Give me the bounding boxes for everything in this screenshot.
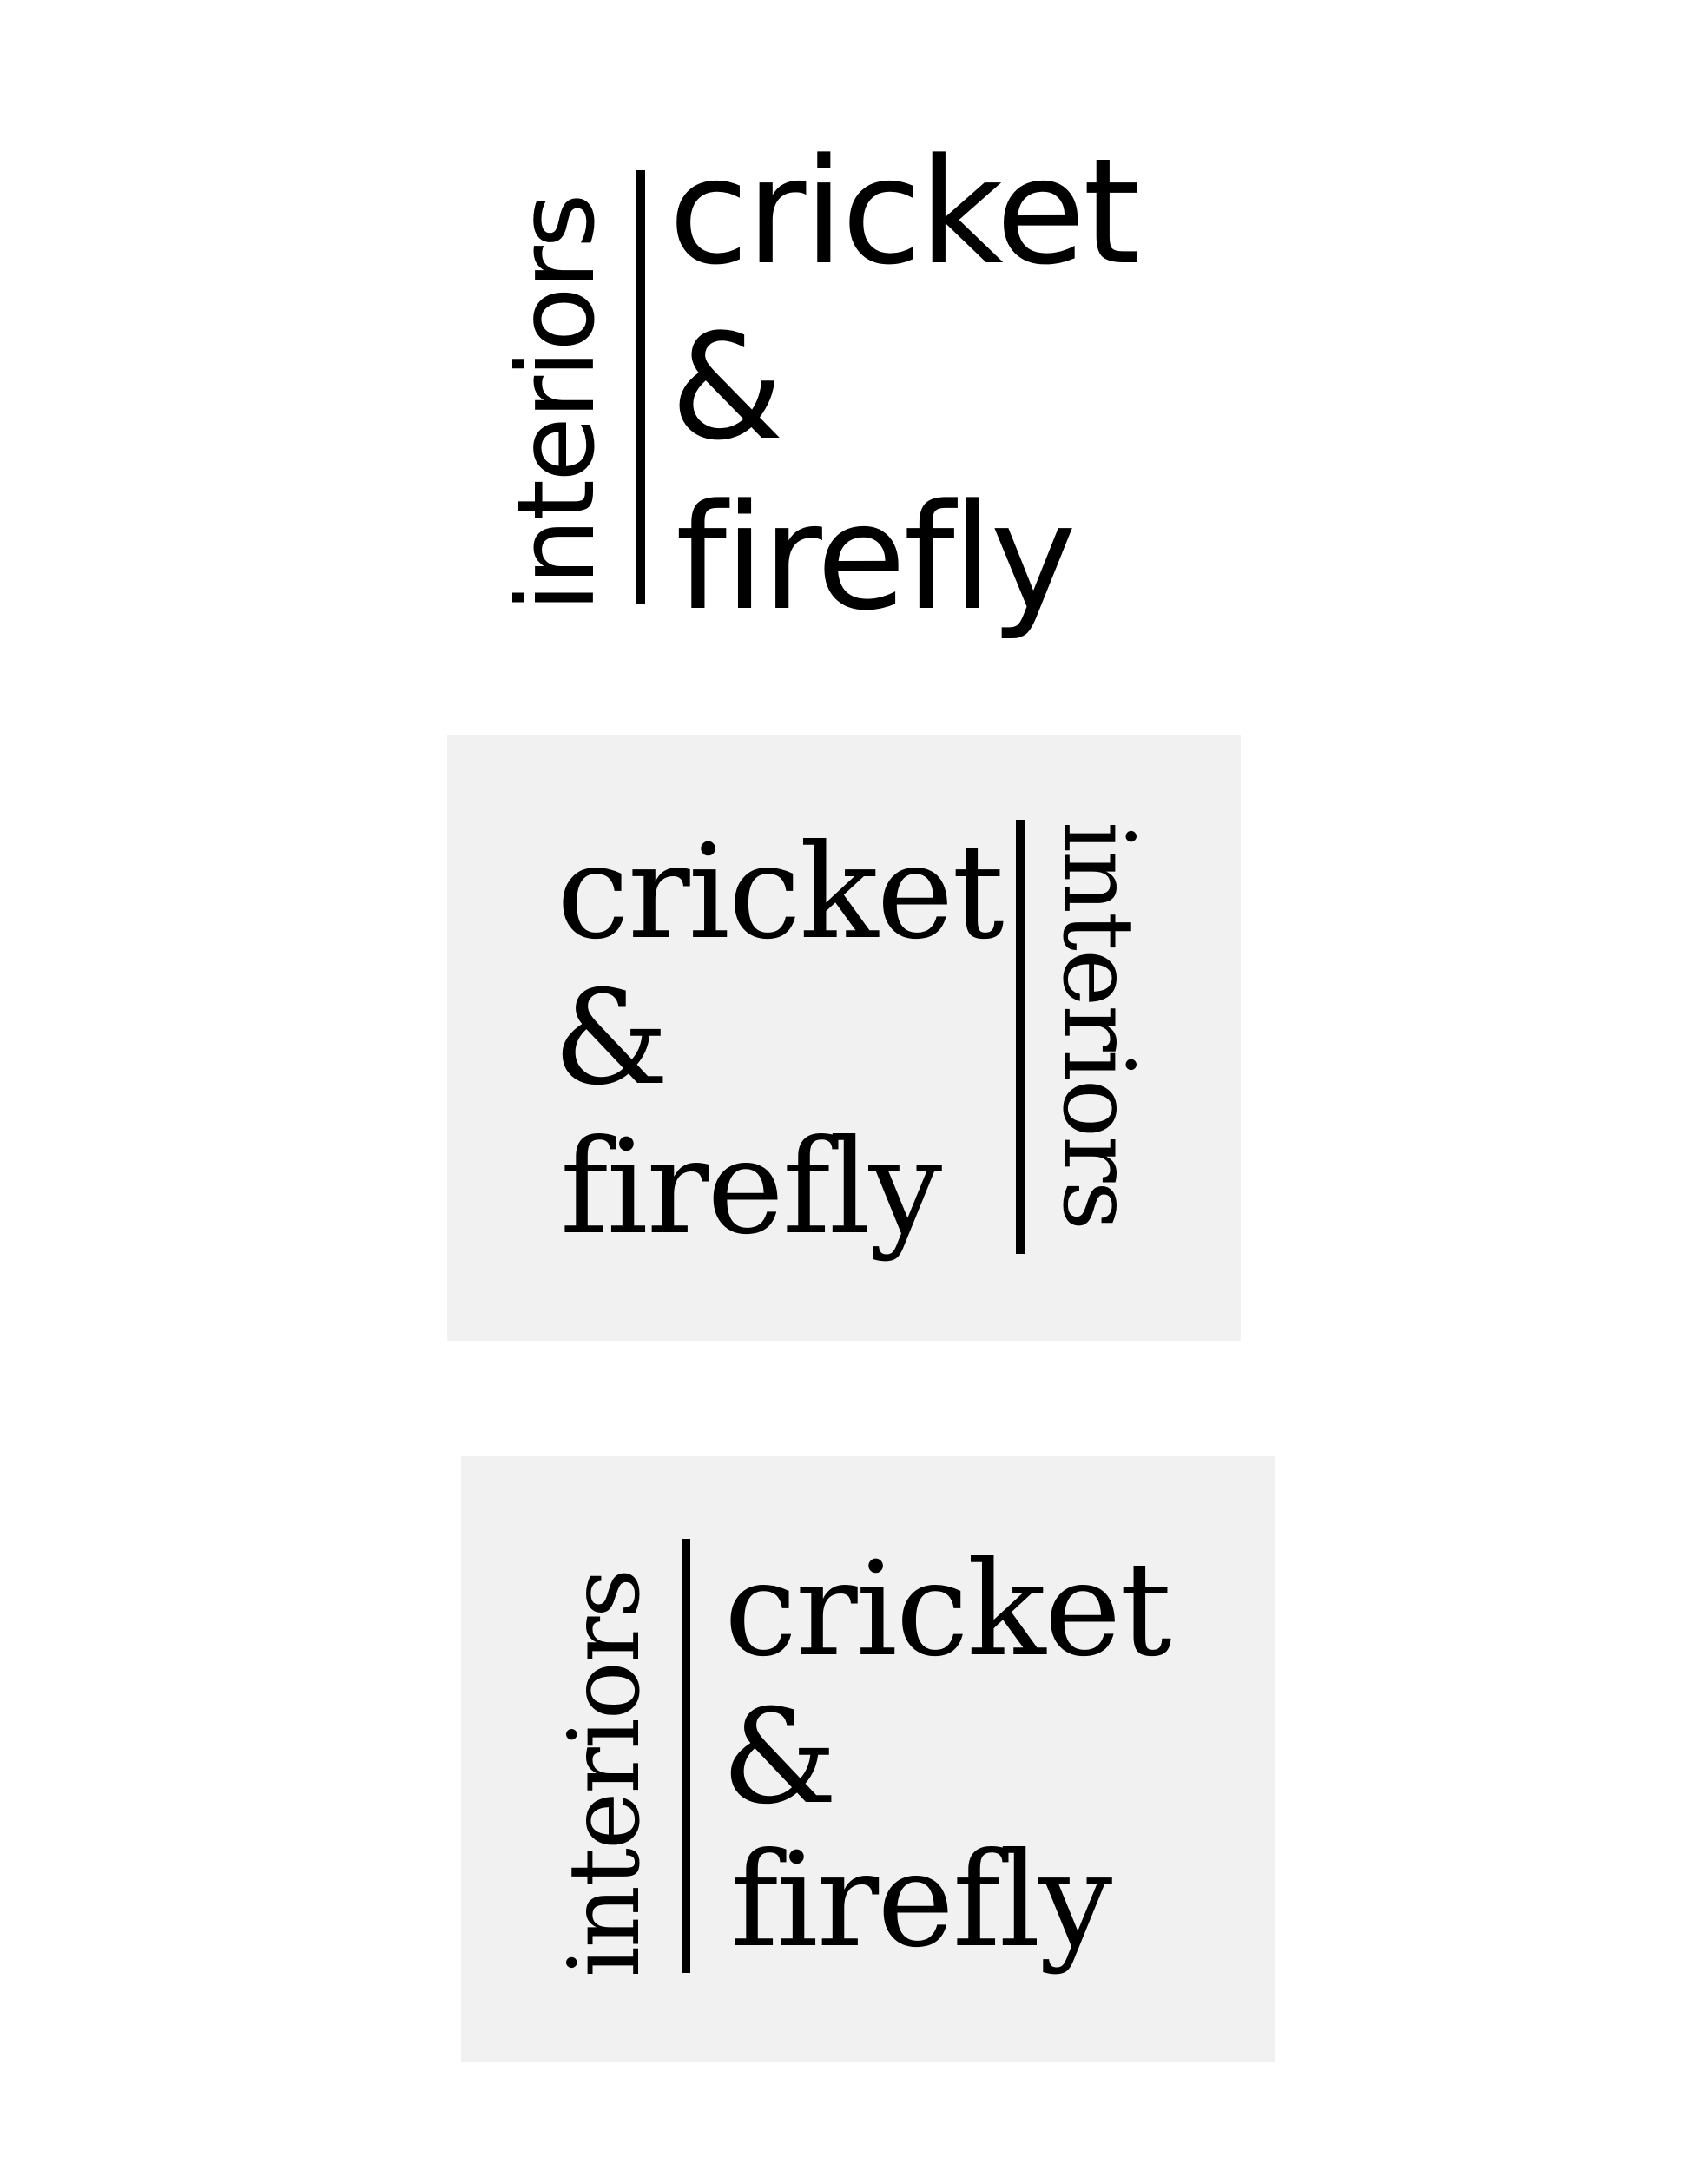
logo-word-firefly: firefly — [560, 1112, 942, 1264]
logo-word-ampersand: & — [670, 302, 784, 472]
logo-divider — [682, 1539, 690, 1973]
logo-side-word: interiors — [495, 195, 618, 612]
logo-side-word: interiors — [1041, 821, 1154, 1230]
logo-serif-grey-right: cricket & firefly interiors — [447, 735, 1241, 1341]
logo-side-word: interiors — [549, 1569, 662, 1977]
logo-divider — [1016, 820, 1025, 1254]
logo-word-ampersand: & — [553, 963, 669, 1114]
logo-word-ampersand: & — [722, 1682, 838, 1833]
logo-word-firefly: firefly — [730, 1825, 1112, 1976]
logo-word-cricket: cricket — [724, 1534, 1172, 1686]
logo-divider — [636, 170, 645, 604]
logo-serif-grey-left: interiors cricket & firefly — [461, 1456, 1275, 2062]
logo-word-cricket: cricket — [669, 127, 1140, 297]
logo-word-cricket: cricket — [557, 817, 1005, 968]
logo-sans-white: interiors cricket & firefly — [486, 130, 1140, 651]
logo-word-firefly: firefly — [676, 472, 1077, 643]
